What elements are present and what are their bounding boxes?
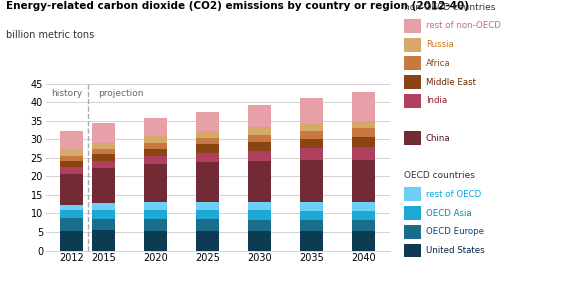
Bar: [300, 139, 323, 149]
Bar: [300, 124, 323, 131]
Bar: [248, 151, 271, 162]
Bar: [300, 211, 323, 220]
Bar: [92, 210, 115, 219]
Bar: [196, 210, 219, 219]
Bar: [60, 167, 83, 174]
Text: OECD Europe: OECD Europe: [426, 227, 484, 236]
Bar: [300, 131, 323, 139]
Bar: [92, 219, 115, 230]
Text: India: India: [426, 96, 447, 105]
Bar: [300, 160, 323, 202]
Bar: [92, 149, 115, 154]
Bar: [60, 131, 83, 150]
Bar: [352, 220, 375, 231]
Bar: [196, 202, 219, 210]
Text: Energy-related carbon dioxide (CO2) emissions by country or region (2012-40): Energy-related carbon dioxide (CO2) emis…: [6, 1, 469, 12]
Bar: [196, 230, 219, 251]
Bar: [92, 203, 115, 210]
Bar: [248, 127, 271, 135]
Text: rest of non-OECD: rest of non-OECD: [426, 21, 501, 31]
Bar: [300, 149, 323, 160]
Bar: [60, 174, 83, 205]
Text: billion metric tons: billion metric tons: [6, 30, 94, 40]
Bar: [196, 131, 219, 138]
Bar: [92, 168, 115, 203]
Bar: [352, 202, 375, 211]
Bar: [196, 162, 219, 202]
Bar: [248, 202, 271, 211]
Bar: [144, 164, 167, 202]
Bar: [60, 218, 83, 231]
Bar: [60, 150, 83, 156]
Bar: [144, 118, 167, 136]
Bar: [248, 231, 271, 251]
Bar: [248, 220, 271, 231]
Text: China: China: [426, 134, 450, 143]
Bar: [248, 211, 271, 220]
Bar: [60, 210, 83, 218]
Bar: [352, 147, 375, 160]
Text: OECD Asia: OECD Asia: [426, 209, 472, 218]
Bar: [300, 220, 323, 230]
Text: history: history: [51, 89, 83, 98]
Bar: [92, 143, 115, 149]
Text: non-OECD countries: non-OECD countries: [404, 3, 495, 12]
Bar: [144, 136, 167, 143]
Bar: [92, 230, 115, 251]
Bar: [196, 112, 219, 131]
Text: OECD countries: OECD countries: [404, 171, 475, 180]
Bar: [352, 121, 375, 128]
Bar: [248, 142, 271, 151]
Bar: [352, 128, 375, 137]
Bar: [60, 231, 83, 251]
Bar: [92, 123, 115, 143]
Bar: [144, 219, 167, 230]
Bar: [352, 211, 375, 220]
Text: Africa: Africa: [426, 59, 450, 68]
Bar: [352, 160, 375, 202]
Bar: [248, 105, 271, 127]
Bar: [352, 137, 375, 147]
Bar: [144, 156, 167, 164]
Bar: [144, 202, 167, 210]
Bar: [144, 149, 167, 156]
Bar: [196, 153, 219, 162]
Bar: [300, 202, 323, 211]
Text: Middle East: Middle East: [426, 77, 476, 87]
Text: rest of OECD: rest of OECD: [426, 190, 481, 199]
Bar: [196, 144, 219, 153]
Bar: [92, 154, 115, 161]
Bar: [60, 205, 83, 210]
Bar: [60, 156, 83, 161]
Bar: [196, 219, 219, 230]
Bar: [300, 230, 323, 251]
Bar: [248, 135, 271, 142]
Bar: [300, 98, 323, 124]
Bar: [92, 161, 115, 168]
Text: Russia: Russia: [426, 40, 453, 49]
Bar: [352, 231, 375, 251]
Text: United States: United States: [426, 246, 484, 255]
Text: projection: projection: [98, 89, 143, 98]
Bar: [144, 143, 167, 149]
Bar: [352, 92, 375, 121]
Bar: [248, 162, 271, 202]
Bar: [60, 161, 83, 167]
Bar: [196, 138, 219, 144]
Bar: [144, 210, 167, 219]
Bar: [144, 230, 167, 251]
